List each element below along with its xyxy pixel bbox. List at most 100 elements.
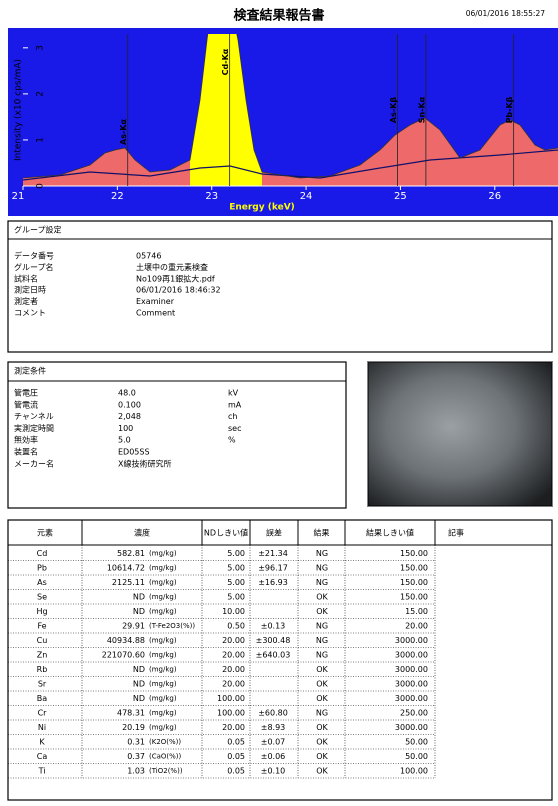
y-tick-label: 3 (36, 45, 46, 51)
concentration: ND (133, 665, 145, 674)
concentration: ND (133, 607, 145, 616)
element: Se (37, 592, 47, 601)
timestamp: 06/01/2016 18:55:27 (466, 9, 546, 18)
peak-label: Pb-Kβ (505, 96, 514, 123)
element: Ba (37, 694, 47, 703)
result-threshold: 50.00 (405, 737, 428, 746)
nd-threshold: 20.00 (222, 650, 245, 659)
field-label: コメント (14, 309, 46, 318)
nd-threshold: 20.00 (222, 636, 245, 645)
result: OK (316, 592, 328, 601)
field-unit: mA (228, 400, 242, 409)
concentration: 20.19 (122, 723, 145, 732)
nd-threshold: 20.00 (222, 723, 245, 732)
error: ±96.17 (258, 563, 288, 572)
error: ±0.06 (261, 752, 286, 761)
concentration-unit: (mg/kg) (149, 665, 177, 673)
sample-photo (368, 362, 552, 506)
result: NG (316, 621, 328, 630)
concentration-unit: (mg/kg) (149, 578, 177, 586)
fit-curve (23, 149, 558, 181)
result: OK (316, 737, 328, 746)
x-tick-label: 22 (111, 191, 124, 202)
result: NG (316, 650, 328, 659)
concentration: 0.37 (127, 752, 145, 761)
field-unit: % (228, 436, 236, 445)
concentration-unit: (mg/kg) (149, 694, 177, 702)
x-tick-label: 26 (488, 191, 501, 202)
concentration-unit: (mg/kg) (149, 593, 177, 601)
nd-threshold: 5.00 (227, 592, 245, 601)
field-label: 試料名 (14, 273, 38, 283)
result: OK (316, 752, 328, 761)
result-threshold: 3000.00 (395, 636, 428, 645)
concentration-unit: (TiO2(%)) (149, 767, 183, 775)
column-header: NDしきい値 (204, 528, 248, 538)
field-unit: ch (228, 412, 237, 421)
nd-threshold: 0.05 (227, 752, 245, 761)
result: OK (316, 679, 328, 688)
field-value: X線技術研究所 (118, 458, 171, 468)
peak-label: As-Kα (119, 119, 128, 145)
result-threshold: 150.00 (400, 563, 428, 572)
peak-label: Cd-Kα (221, 48, 230, 75)
x-tick-label: 24 (300, 191, 313, 202)
field-label: 測定者 (14, 296, 38, 306)
concentration: 40934.88 (107, 636, 145, 645)
error: ±16.93 (258, 578, 288, 587)
result-threshold: 150.00 (400, 592, 428, 601)
x-tick-label: 25 (394, 191, 407, 202)
column-header: 誤差 (266, 528, 282, 538)
nd-threshold: 20.00 (222, 665, 245, 674)
conditions-box (7, 361, 347, 509)
result: OK (316, 766, 328, 775)
section-title: グループ設定 (14, 225, 62, 235)
element: Ti (38, 766, 46, 775)
field-value: 48.0 (118, 389, 136, 398)
result: OK (316, 607, 328, 616)
y-tick-label: 1 (36, 137, 46, 143)
field-value: 100 (118, 424, 133, 433)
column-header: 結果 (314, 528, 330, 538)
peak-label: Sn-Kα (417, 96, 426, 123)
concentration: 221070.60 (102, 650, 145, 659)
column-header: 結果しきい値 (366, 528, 414, 538)
concentration-unit: (mg/kg) (149, 636, 177, 644)
field-label: 無効率 (14, 435, 38, 445)
x-tick-label: 23 (205, 191, 218, 202)
element: Sr (38, 679, 47, 688)
result-threshold: 50.00 (405, 752, 428, 761)
concentration-unit: (mg/kg) (149, 564, 177, 572)
nd-threshold: 0.05 (227, 766, 245, 775)
y-tick-label: 0 (36, 183, 46, 189)
column-header: 元素 (37, 528, 53, 538)
field-value: 06/01/2016 18:46:32 (136, 286, 221, 295)
result: NG (316, 636, 328, 645)
x-axis-title: Energy (keV) (229, 203, 295, 213)
peak-label: As-Kβ (389, 97, 398, 123)
nd-threshold: 20.00 (222, 679, 245, 688)
nd-threshold: 0.05 (227, 737, 245, 746)
field-unit: sec (228, 424, 242, 433)
field-value: Comment (136, 309, 175, 318)
peak-area (190, 34, 262, 186)
nd-threshold: 5.00 (227, 578, 245, 587)
result: NG (316, 563, 328, 572)
concentration: ND (133, 592, 145, 601)
concentration-unit: (CaO(%)) (149, 752, 182, 760)
spectrum-background (8, 28, 558, 216)
concentration-unit: (mg/kg) (149, 607, 177, 615)
element: Cd (37, 549, 48, 558)
error: ±640.03 (256, 650, 291, 659)
concentration: ND (133, 679, 145, 688)
element: Ca (37, 752, 48, 761)
error: ±300.48 (256, 636, 291, 645)
field-label: データ番号 (14, 251, 54, 261)
spectrum-plot (23, 34, 558, 186)
element: Hg (36, 607, 47, 616)
field-value: 05746 (136, 252, 161, 261)
field-label: 装置名 (14, 447, 38, 457)
result: OK (316, 665, 328, 674)
concentration: 582.81 (117, 549, 145, 558)
result-threshold: 20.00 (405, 621, 428, 630)
